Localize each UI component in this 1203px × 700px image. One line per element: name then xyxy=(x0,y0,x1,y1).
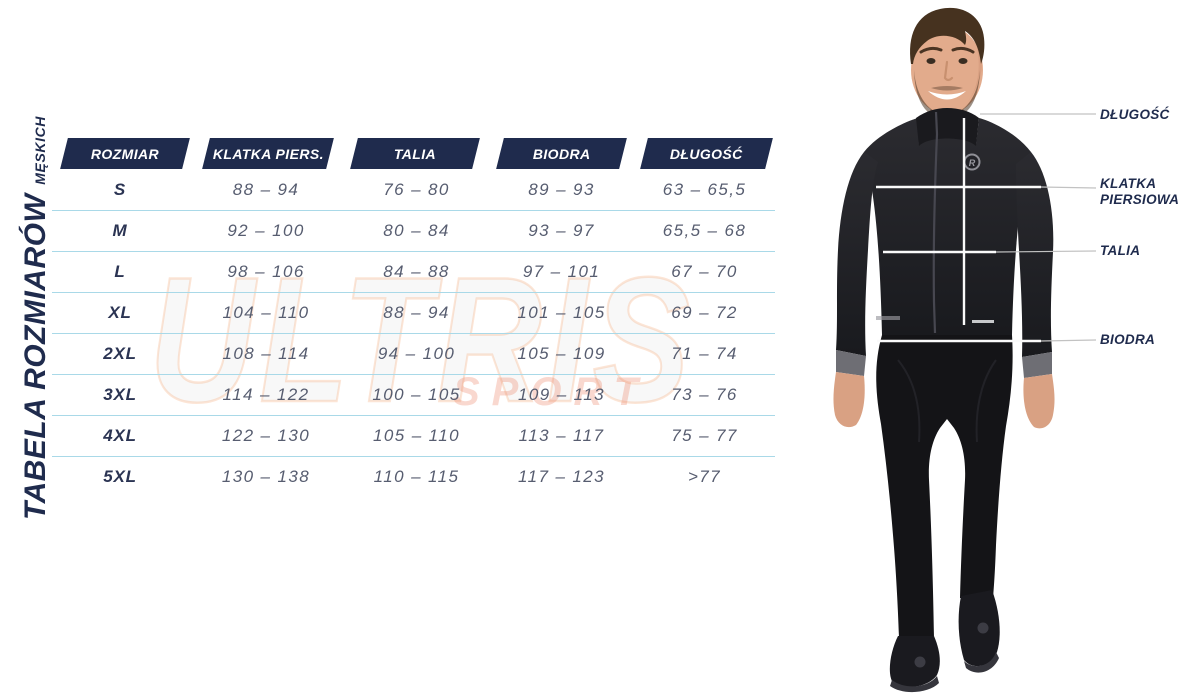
length-cell: 73 – 76 xyxy=(671,385,738,404)
hips-cell: 97 – 101 xyxy=(522,262,601,281)
zipper xyxy=(932,111,939,334)
size-cell: M xyxy=(112,221,128,240)
label-connector-lines xyxy=(980,113,1097,342)
measurement-lines xyxy=(876,118,1041,343)
waist-cell: 94 – 100 xyxy=(377,344,456,363)
length-cell: 65,5 – 68 xyxy=(662,221,747,240)
size-cell: 4XL xyxy=(103,426,137,445)
column-header-label: DŁUGOŚĆ xyxy=(670,145,743,162)
table-row: M 92 – 100 80 – 84 93 – 97 65,5 – 68 xyxy=(52,211,775,252)
vertical-title: TABELA ROZMIARÓW MĘSKICH xyxy=(19,116,53,520)
waist-cell: 76 – 80 xyxy=(383,180,450,199)
column-header-rozmiar: ROZMIAR xyxy=(60,138,190,169)
waist-cell: 100 – 105 xyxy=(372,385,461,404)
measure-label-biodra: BIODRA xyxy=(1100,332,1156,347)
table-row: 2XL 108 – 114 94 – 100 105 – 109 71 – 74 xyxy=(52,334,775,375)
table-title: TABELA ROZMIARÓW xyxy=(19,193,52,521)
chest-cell: 92 – 100 xyxy=(227,221,305,240)
table-row: S 88 – 94 76 – 80 89 – 93 63 – 65,5 xyxy=(52,170,775,211)
measure-label-talia: TALIA xyxy=(1100,243,1141,258)
measure-label-klatka: KLATKA PIERSIOWA xyxy=(1100,176,1180,207)
column-header-biodra: BIODRA xyxy=(496,138,627,169)
table-row: XL 104 – 110 88 – 94 101 – 105 69 – 72 xyxy=(52,293,775,334)
length-cell: 75 – 77 xyxy=(671,426,738,445)
length-cell: 63 – 65,5 xyxy=(662,180,747,199)
man-hands xyxy=(833,372,1055,429)
column-header-talia: TALIA xyxy=(350,138,480,169)
hips-cell: 113 – 117 xyxy=(518,426,605,445)
size-cell: 3XL xyxy=(103,385,137,404)
hips-cell: 89 – 93 xyxy=(528,180,595,199)
table-row: 3XL 114 – 122 100 – 105 109 – 113 73 – 7… xyxy=(52,375,775,416)
table-row: L 98 – 106 84 – 88 97 – 101 67 – 70 xyxy=(52,252,775,293)
waist-cell: 84 – 88 xyxy=(383,262,450,281)
hair xyxy=(910,7,985,64)
length-cell: 69 – 72 xyxy=(671,303,738,322)
waist-cell: 105 – 110 xyxy=(373,426,460,445)
length-cell: 67 – 70 xyxy=(671,262,738,281)
chest-cell: 98 – 106 xyxy=(227,262,305,281)
hips-cell: 117 – 123 xyxy=(518,467,605,486)
waist-cell: 110 – 115 xyxy=(373,467,460,486)
man-jacket: R xyxy=(836,108,1054,378)
hips-cell: 101 – 105 xyxy=(517,303,606,322)
column-header-label: TALIA xyxy=(393,145,437,162)
size-cell: 5XL xyxy=(103,467,137,486)
table-row: 5XL 130 – 138 110 – 115 117 – 123 >77 xyxy=(52,457,775,497)
measure-label-dlugosc: DŁUGOŚĆ xyxy=(1100,107,1170,122)
chest-cell: 122 – 130 xyxy=(221,426,311,445)
chest-cell: 108 – 114 xyxy=(222,344,310,363)
waist-cell: 80 – 84 xyxy=(383,221,450,240)
size-cell: XL xyxy=(108,303,132,322)
hips-cell: 93 – 97 xyxy=(528,221,595,240)
column-header-dlugosc: DŁUGOŚĆ xyxy=(640,138,773,169)
chest-cell: 104 – 110 xyxy=(222,303,310,322)
size-cell: L xyxy=(114,262,126,281)
hips-cell: 105 – 109 xyxy=(517,344,606,363)
chest-cell: 88 – 94 xyxy=(232,180,300,199)
waist-cell: 88 – 94 xyxy=(383,303,450,322)
size-table: S 88 – 94 76 – 80 89 – 93 63 – 65,5 M 92… xyxy=(52,170,775,497)
table-subtitle: MĘSKICH xyxy=(32,115,48,185)
size-cell: S xyxy=(113,180,127,199)
length-cell: >77 xyxy=(687,467,722,486)
size-cell: 2XL xyxy=(103,344,137,363)
chest-cell: 114 – 122 xyxy=(222,385,310,404)
length-cell: 71 – 74 xyxy=(671,344,738,363)
hips-cell: 109 – 113 xyxy=(518,385,605,404)
column-header-label: KLATKA PIERS. xyxy=(212,145,324,162)
man-tights xyxy=(876,335,1013,638)
brand-logo-badge: R xyxy=(963,153,981,171)
man-shoes xyxy=(889,590,1000,693)
column-header-label: ROZMIAR xyxy=(90,145,160,162)
model-photo: R xyxy=(833,7,1097,693)
chest-cell: 130 – 138 xyxy=(221,467,311,486)
table-row: 4XL 122 – 130 105 – 110 113 – 117 75 – 7… xyxy=(52,416,775,457)
svg-text:R: R xyxy=(969,158,976,168)
column-header-label: BIODRA xyxy=(532,145,591,162)
column-header-klatka: KLATKA PIERS. xyxy=(202,138,334,169)
